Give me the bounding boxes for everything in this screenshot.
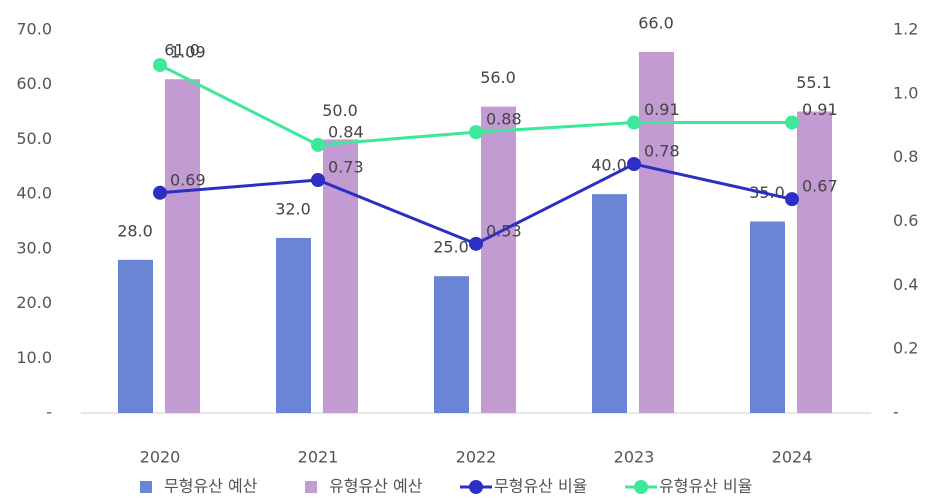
marker bbox=[311, 173, 325, 188]
y2-tick-label: 1.0 bbox=[893, 83, 918, 102]
bar bbox=[797, 111, 832, 413]
bar bbox=[118, 259, 153, 413]
y-tick-label: 40.0 bbox=[16, 184, 52, 203]
line-label: 0.73 bbox=[328, 158, 364, 177]
y-tick-label: - bbox=[46, 403, 52, 422]
line-label: 1.09 bbox=[170, 43, 206, 62]
marker bbox=[153, 185, 167, 200]
bar-label: 56.0 bbox=[480, 68, 516, 87]
bar bbox=[481, 106, 516, 413]
legend-label: 무형유산 예산 bbox=[164, 477, 258, 496]
marker bbox=[785, 115, 799, 130]
line bbox=[159, 162, 793, 246]
x-tick-label: 2024 bbox=[772, 448, 813, 467]
y-tick-label: 50.0 bbox=[16, 129, 52, 148]
bar bbox=[639, 51, 674, 414]
bar-label: 40.0 bbox=[591, 156, 627, 175]
legend-label: 유형유산 예산 bbox=[329, 477, 423, 496]
y-tick-label: 30.0 bbox=[16, 238, 52, 257]
line-label: 0.84 bbox=[328, 122, 364, 141]
marker bbox=[469, 236, 483, 251]
y-tick-label: 60.0 bbox=[16, 74, 52, 93]
y2-tick-label: - bbox=[893, 403, 899, 422]
legend-label: 무형유산 비율 bbox=[494, 477, 587, 496]
y-tick-label: 70.0 bbox=[16, 20, 52, 39]
legend-swatch bbox=[305, 481, 317, 493]
bar-label: 50.0 bbox=[322, 101, 358, 120]
marker bbox=[469, 125, 483, 140]
y2-tick-label: 0.6 bbox=[893, 211, 918, 230]
line-label: 0.91 bbox=[644, 100, 680, 119]
bar-label: 66.0 bbox=[638, 13, 674, 32]
line-label: 0.69 bbox=[170, 170, 206, 189]
bar bbox=[434, 276, 469, 413]
x-tick-label: 2020 bbox=[140, 448, 181, 467]
bar-label: 25.0 bbox=[433, 238, 469, 257]
bar bbox=[276, 237, 311, 413]
y2-tick-label: 1.2 bbox=[893, 20, 918, 39]
line-label: 0.67 bbox=[802, 177, 838, 196]
legend-swatch bbox=[469, 480, 483, 494]
marker bbox=[785, 192, 799, 207]
y2-tick-label: 0.8 bbox=[893, 147, 918, 166]
legend-swatch bbox=[140, 481, 152, 493]
marker bbox=[627, 115, 641, 130]
y2-tick-label: 0.2 bbox=[893, 339, 918, 358]
line-label: 0.91 bbox=[802, 100, 838, 119]
x-tick-label: 2023 bbox=[614, 448, 655, 467]
bar-label: 32.0 bbox=[275, 199, 311, 218]
bar bbox=[165, 79, 200, 413]
line-label: 0.88 bbox=[486, 110, 522, 129]
bar-label: 28.0 bbox=[117, 221, 153, 240]
y-tick-label: 20.0 bbox=[16, 293, 52, 312]
line-label: 0.53 bbox=[486, 221, 522, 240]
y-tick-label: 10.0 bbox=[16, 348, 52, 367]
marker bbox=[153, 58, 167, 73]
bar bbox=[750, 221, 785, 413]
marker bbox=[627, 157, 641, 172]
bar-label: 61.0 bbox=[164, 41, 200, 60]
legend-label: 유형유산 비율 bbox=[659, 477, 752, 496]
bar bbox=[323, 139, 358, 413]
bar bbox=[592, 194, 627, 413]
x-tick-label: 2021 bbox=[298, 448, 339, 467]
x-tick-label: 2022 bbox=[456, 448, 497, 467]
y2-tick-label: 0.4 bbox=[893, 275, 918, 294]
line-label: 0.78 bbox=[644, 142, 680, 161]
bar-label: 55.1 bbox=[796, 73, 832, 92]
marker bbox=[311, 137, 325, 152]
legend-swatch bbox=[634, 480, 648, 494]
